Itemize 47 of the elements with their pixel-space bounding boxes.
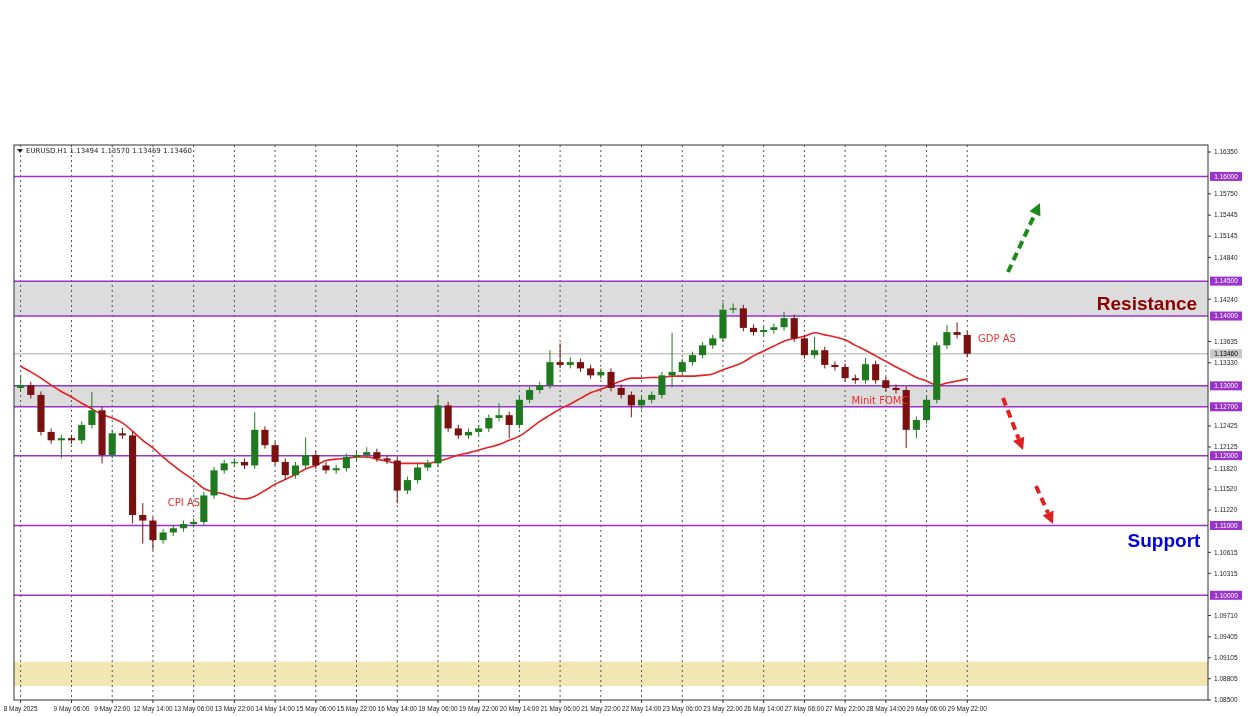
candlestick (342, 453, 350, 473)
candlestick (872, 360, 880, 385)
annotation: CPI AS (167, 497, 201, 508)
candlestick (729, 302, 737, 314)
candlestick (953, 321, 961, 339)
candlestick (271, 441, 279, 466)
candlestick (963, 330, 971, 358)
candlestick (790, 314, 798, 343)
candlestick (485, 413, 493, 433)
candlestick (607, 367, 615, 392)
candlestick (302, 437, 310, 470)
candlestick (943, 324, 951, 350)
candlestick (831, 360, 839, 371)
candlestick (159, 528, 167, 545)
candlestick (108, 429, 116, 459)
candlestick (912, 416, 920, 439)
annotation: Resistance (1096, 293, 1198, 314)
candlestick (495, 402, 503, 422)
candlestick (78, 420, 86, 445)
candlestick (322, 461, 330, 475)
candlestick (841, 363, 849, 383)
candlestick (821, 346, 829, 369)
annotation: GDP AS (978, 333, 1016, 344)
candlestick (627, 390, 635, 418)
candlestick (57, 434, 65, 459)
candlestick (546, 349, 554, 390)
candlestick (414, 463, 422, 485)
candlestick (281, 457, 289, 481)
candlestick (149, 516, 157, 551)
candlestick (261, 425, 269, 450)
candlestick (800, 334, 808, 360)
candlestick (922, 395, 931, 425)
candlestick (88, 391, 96, 429)
candlestick (444, 401, 452, 433)
candlestick (505, 411, 513, 439)
candlestick (373, 448, 381, 463)
annotation: Support (1127, 530, 1202, 551)
candlestick (383, 454, 391, 465)
candlestick (861, 357, 870, 385)
candlestick (780, 311, 788, 332)
candlestick (139, 502, 147, 545)
candlestick (739, 304, 747, 332)
candlestick (658, 371, 666, 399)
candlestick (770, 323, 778, 334)
candlestick (811, 336, 819, 360)
candlestick (556, 342, 564, 369)
candlestick (892, 383, 900, 395)
